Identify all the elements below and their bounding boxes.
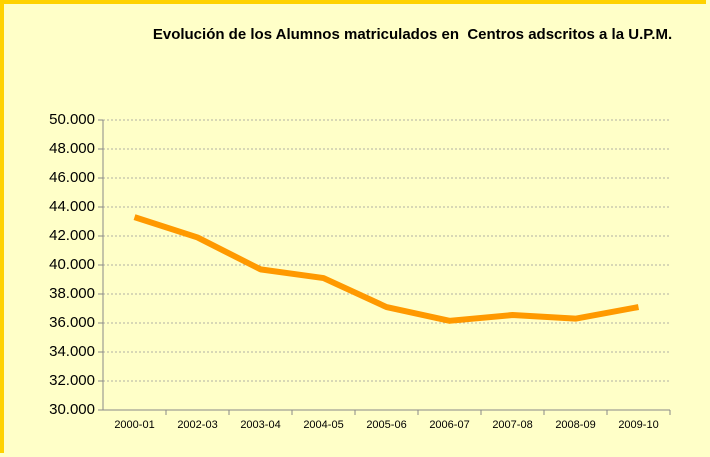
x-tick-label: 2009-10: [618, 419, 658, 431]
x-tick-label: 2005-06: [366, 419, 406, 431]
x-tick-label: 2003-04: [240, 419, 280, 431]
y-tick-label: 32.000: [49, 372, 95, 389]
x-tick-label: 2004-05: [303, 419, 343, 431]
x-tick-label: 2007-08: [492, 419, 532, 431]
y-tick-label: 38.000: [49, 285, 95, 302]
y-tick-label: 30.000: [49, 401, 95, 418]
x-tick-label: 2000-01: [114, 419, 154, 431]
y-tick-label: 46.000: [49, 169, 95, 186]
y-tick-label: 40.000: [49, 256, 95, 273]
data-line: [133, 214, 640, 324]
y-tick-label: 50.000: [49, 111, 95, 128]
y-tick-label: 42.000: [49, 227, 95, 244]
y-tick-label: 44.000: [49, 198, 95, 215]
y-tick-label: 36.000: [49, 314, 95, 331]
x-tick-label: 2008-09: [555, 419, 595, 431]
x-tick-label: 2006-07: [429, 419, 469, 431]
y-tick-label: 48.000: [49, 140, 95, 157]
y-tick-label: 34.000: [49, 343, 95, 360]
x-tick-label: 2002-03: [177, 419, 217, 431]
chart-title: Evolución de los Alumnos matriculados en…: [152, 26, 673, 43]
